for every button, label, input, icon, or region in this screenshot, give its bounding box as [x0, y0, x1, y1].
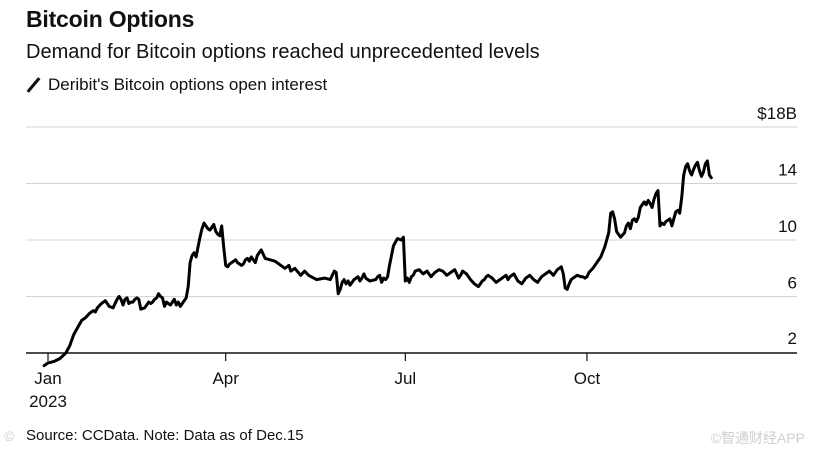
watermark-right: ©智通财经APP	[710, 430, 805, 446]
source-note: Source: CCData. Note: Data as of Dec.15	[26, 427, 304, 444]
legend-label: Deribit's Bitcoin options open interest	[48, 75, 328, 94]
y-tick-label-3: 14	[778, 161, 797, 180]
x-tick-sublabel-0: 2023	[29, 392, 67, 411]
y-tick-label-1: 6	[788, 274, 797, 293]
x-tick-label-2: Jul	[394, 369, 416, 388]
y-tick-label-2: 10	[778, 217, 797, 236]
chart-title: Bitcoin Options	[26, 6, 195, 32]
x-tick-label-1: Apr	[212, 369, 239, 388]
series-line-0	[42, 159, 713, 368]
y-tick-label-0: 2	[788, 329, 797, 348]
x-tick-label-0: Jan	[34, 369, 61, 388]
chart-subtitle: Demand for Bitcoin options reached unpre…	[26, 41, 540, 63]
legend: Deribit's Bitcoin options open interest	[26, 75, 327, 95]
x-tick-label-3: Oct	[574, 369, 601, 388]
y-tick-label-4: $18B	[757, 104, 797, 123]
watermark-left: ©	[4, 428, 15, 444]
